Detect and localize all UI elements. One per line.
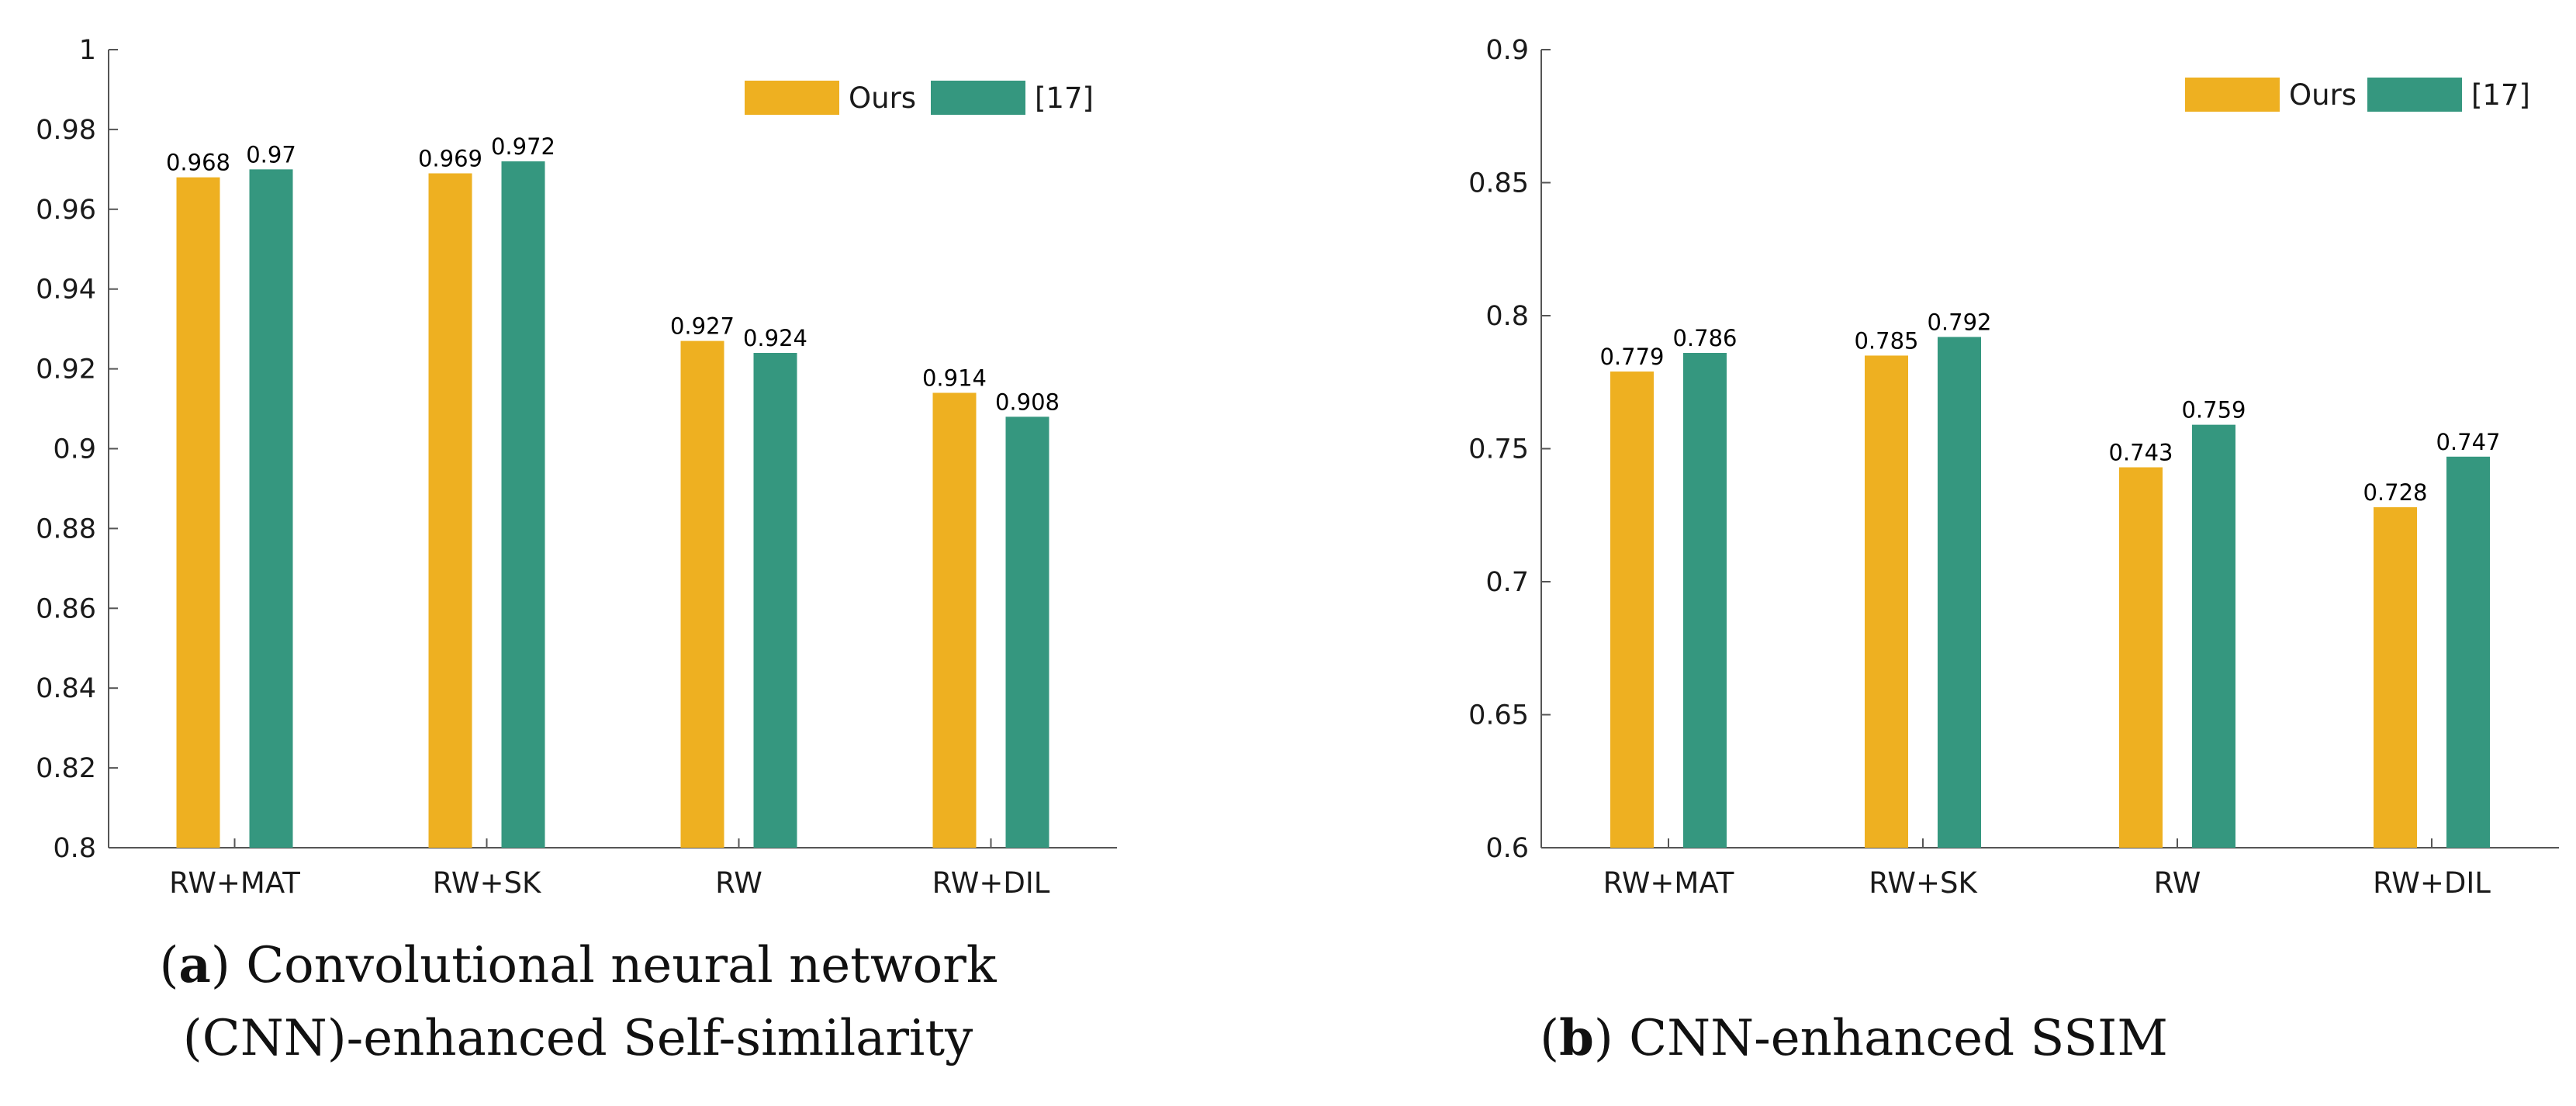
caption-b-text1: ) CNN-enhanced SSIM xyxy=(1593,1010,2168,1067)
legend-label-ref17: [17] xyxy=(1035,81,1094,115)
x-tick-label: RW+DIL xyxy=(932,866,1050,900)
y-tick-label: 0.96 xyxy=(36,195,96,226)
data-label-ours: 0.914 xyxy=(922,365,987,391)
data-label-ours: 0.743 xyxy=(2108,440,2173,466)
y-tick-label: 0.65 xyxy=(1468,700,1529,731)
data-label-ours: 0.969 xyxy=(418,145,482,171)
data-label-ref17: 0.972 xyxy=(491,133,555,160)
caption-a-line1: (a) Convolutional neural network xyxy=(159,936,997,994)
bar-ref17 xyxy=(249,169,293,849)
bar-ours xyxy=(932,392,977,849)
y-tick-label: 0.9 xyxy=(53,434,96,465)
x-tick-label: RW+MAT xyxy=(169,866,300,900)
data-label-ours: 0.927 xyxy=(670,313,735,340)
y-tick-label: 0.7 xyxy=(1485,567,1529,598)
y-tick-label: 0.88 xyxy=(36,513,96,544)
chart-a-plot: 0.8 0.82 0.84 0.86 0.88 0.9 0.92 0.94 0.96 0.98 1 R… xyxy=(36,35,1117,900)
y-tick-label: 1 xyxy=(79,35,96,66)
x-tick-label: RW+SK xyxy=(1869,866,1978,900)
data-label-ref17: 0.759 xyxy=(2181,397,2246,423)
legend-swatch-ours xyxy=(745,81,839,115)
x-tick-label: RW xyxy=(2154,866,2201,900)
data-label-ref17: 0.924 xyxy=(743,325,807,351)
bar-ours xyxy=(1865,355,1908,848)
bar-ref17 xyxy=(2446,456,2490,848)
bar-ours xyxy=(176,177,220,848)
y-tick-label: 0.85 xyxy=(1468,168,1529,199)
bar-ref17 xyxy=(753,353,797,848)
caption-a-line2: (CNN)-enhanced Self-similarity xyxy=(182,1010,973,1067)
caption-a: (a) Convolutional neural network (CNN)-e… xyxy=(0,929,1156,1075)
y-tick-label: 0.84 xyxy=(36,673,96,704)
data-label-ref17: 0.792 xyxy=(1927,309,1991,335)
legend-label-ours: Ours xyxy=(2289,78,2356,112)
y-tick-label: 0.98 xyxy=(36,115,96,146)
y-tick-label: 0.8 xyxy=(1485,301,1529,332)
chart-b-plot: 0.6 0.65 0.7 0.75 0.8 0.85 0.9 RW+MAT 0.779 0.786… xyxy=(1468,35,2559,900)
chart-panel-b: 0.6 0.65 0.7 0.75 0.8 0.85 0.9 RW+MAT 0.779 0.786… xyxy=(1288,0,2576,1106)
legend-label-ours: Ours xyxy=(849,81,916,115)
y-tick-label: 0.75 xyxy=(1468,434,1529,465)
bar-ours xyxy=(2374,506,2417,848)
data-label-ours: 0.785 xyxy=(1854,327,1918,354)
bar-ref17 xyxy=(1005,416,1049,848)
legend-label-ref17: [17] xyxy=(2471,78,2530,112)
data-label-ours: 0.728 xyxy=(2363,479,2427,506)
caption-b-line1: (b) CNN-enhanced SSIM xyxy=(1540,1009,2168,1067)
bar-ref17 xyxy=(1683,353,1727,848)
caption-a-text1: ) Convolutional neural network xyxy=(210,937,997,994)
bar-ref17 xyxy=(501,161,545,848)
y-tick-label: 0.92 xyxy=(36,354,96,385)
data-label-ref17: 0.908 xyxy=(995,389,1060,415)
data-label-ref17: 0.97 xyxy=(246,141,296,168)
legend-swatch-ref17 xyxy=(2367,78,2462,112)
data-label-ref17: 0.786 xyxy=(1672,325,1737,351)
caption-b: (b) CNN-enhanced SSIM xyxy=(1288,1002,2420,1075)
bar-ours xyxy=(428,173,472,848)
bar-ours xyxy=(680,340,724,849)
chart-panel-a: 0.8 0.82 0.84 0.86 0.88 0.9 0.92 0.94 0.96 0.98 1 R… xyxy=(0,35,1156,1075)
bar-ref17 xyxy=(1938,337,1981,848)
y-tick-label: 0.6 xyxy=(1485,833,1529,864)
data-label-ref17: 0.747 xyxy=(2436,429,2500,455)
data-label-ours: 0.779 xyxy=(1599,344,1664,370)
y-tick-label: 0.94 xyxy=(36,275,96,306)
x-tick-label: RW+MAT xyxy=(1603,866,1734,900)
y-tick-label: 0.8 xyxy=(53,833,96,864)
bar-ref17 xyxy=(2192,424,2235,848)
x-tick-label: RW+SK xyxy=(433,866,542,900)
y-tick-label: 0.9 xyxy=(1485,35,1529,66)
legend-swatch-ours xyxy=(2185,78,2280,112)
bar-ours xyxy=(1610,372,1654,848)
caption-b-letter: b xyxy=(1559,1009,1594,1067)
y-tick-label: 0.82 xyxy=(36,753,96,784)
x-tick-label: RW xyxy=(715,866,762,900)
y-tick-label: 0.86 xyxy=(36,593,96,624)
legend-swatch-ref17 xyxy=(931,81,1025,115)
bar-ours xyxy=(2119,467,2163,848)
x-tick-label: RW+DIL xyxy=(2373,866,2491,900)
caption-a-letter: a xyxy=(178,936,211,994)
data-label-ours: 0.968 xyxy=(166,150,230,176)
